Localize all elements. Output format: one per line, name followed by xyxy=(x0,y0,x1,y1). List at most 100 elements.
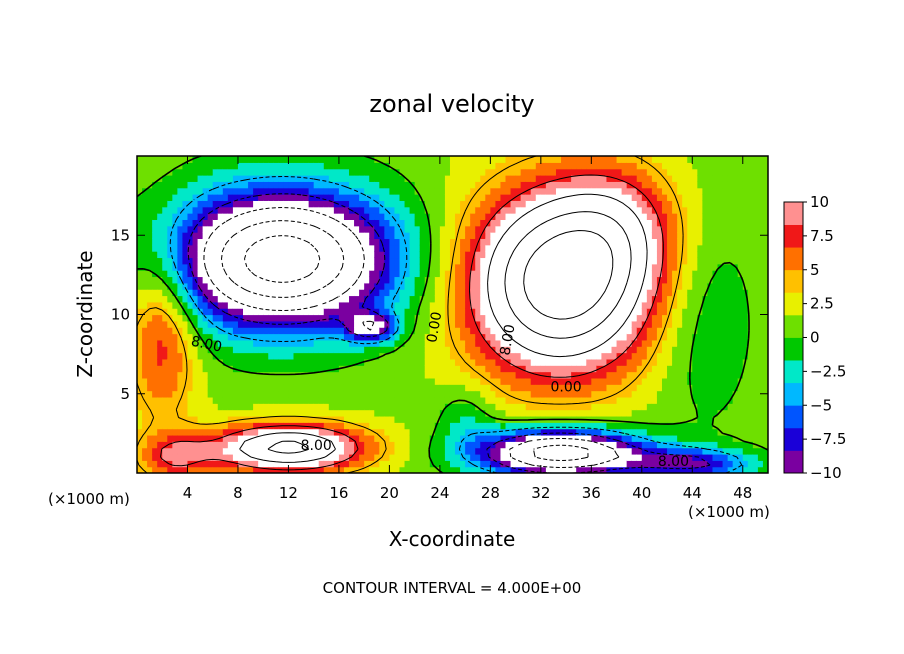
field-cell xyxy=(333,232,340,240)
field-cell xyxy=(555,181,562,189)
field-cell xyxy=(475,352,481,360)
field-cell xyxy=(601,384,608,392)
field-cell xyxy=(419,168,426,176)
field-cell xyxy=(545,371,552,379)
field-cell xyxy=(207,251,214,259)
field-cell xyxy=(293,460,300,468)
field-cell xyxy=(379,308,385,316)
field-cell xyxy=(232,346,239,354)
field-cell xyxy=(359,460,365,468)
field-cell xyxy=(177,244,184,252)
field-cell xyxy=(217,415,224,423)
field-cell xyxy=(409,346,416,354)
field-cell xyxy=(227,453,234,461)
field-cell xyxy=(520,346,527,354)
field-cell xyxy=(535,194,542,201)
field-cell xyxy=(137,308,143,316)
field-cell xyxy=(263,327,269,335)
field-cell xyxy=(490,384,497,392)
field-cell xyxy=(379,390,385,398)
field-cell xyxy=(601,194,608,201)
field-cell xyxy=(237,263,244,271)
field-cell xyxy=(520,384,527,392)
field-cell xyxy=(465,453,471,461)
field-cell xyxy=(465,187,471,195)
field-cell xyxy=(167,365,173,373)
field-cell xyxy=(212,447,219,455)
field-cell xyxy=(237,276,244,284)
field-cell xyxy=(490,295,497,303)
field-cell xyxy=(540,441,547,449)
field-cell xyxy=(505,200,512,208)
field-cell xyxy=(404,251,411,259)
field-cell xyxy=(399,396,406,404)
field-cell xyxy=(318,194,325,201)
field-cell xyxy=(399,434,406,442)
field-cell xyxy=(515,371,522,379)
field-cell xyxy=(273,320,279,328)
field-cell xyxy=(460,327,466,335)
field-cell xyxy=(349,244,355,252)
field-cell xyxy=(485,314,491,322)
field-cell xyxy=(535,289,542,297)
field-cell xyxy=(540,358,547,366)
field-cell xyxy=(631,428,638,436)
field-cell xyxy=(460,434,466,442)
field-cell xyxy=(500,403,507,411)
field-cell xyxy=(187,346,194,354)
field-cell xyxy=(333,194,340,201)
field-cell xyxy=(187,175,194,182)
field-cell xyxy=(404,289,411,297)
field-cell xyxy=(429,238,436,246)
field-cell xyxy=(147,282,153,290)
field-cell xyxy=(424,232,431,240)
field-cell xyxy=(303,377,310,385)
field-cell xyxy=(142,244,148,252)
field-cell xyxy=(152,301,158,309)
field-cell xyxy=(434,238,441,246)
field-cell xyxy=(298,206,305,214)
field-cell xyxy=(313,466,320,473)
field-cell xyxy=(515,263,522,271)
field-cell xyxy=(475,466,481,473)
field-cell xyxy=(591,396,597,404)
field-cell xyxy=(520,263,527,271)
field-cell xyxy=(465,244,471,252)
field-cell xyxy=(369,396,375,404)
field-cell xyxy=(232,295,239,303)
field-cell xyxy=(333,175,340,182)
field-cell xyxy=(586,422,592,430)
field-cell xyxy=(333,346,340,354)
field-cell xyxy=(566,270,572,278)
field-cell xyxy=(465,181,471,189)
field-cell xyxy=(182,168,189,176)
field-cell xyxy=(535,384,542,392)
field-cell xyxy=(581,270,587,278)
field-cell xyxy=(475,390,481,398)
field-cell xyxy=(525,225,532,233)
field-cell xyxy=(318,339,325,347)
field-cell xyxy=(157,365,163,373)
field-cell xyxy=(434,365,441,373)
field-cell xyxy=(384,466,390,473)
field-cell xyxy=(389,282,396,290)
field-cell xyxy=(379,213,385,220)
field-cell xyxy=(444,327,451,335)
field-cell xyxy=(510,289,517,297)
field-cell xyxy=(530,244,537,252)
field-cell xyxy=(429,225,436,233)
field-cell xyxy=(253,409,259,417)
field-cell xyxy=(177,282,184,290)
field-cell xyxy=(157,415,163,423)
field-cell xyxy=(263,371,269,379)
field-cell xyxy=(313,257,320,265)
field-cell xyxy=(288,225,295,233)
field-cell xyxy=(394,200,401,208)
field-cell xyxy=(197,289,204,297)
field-cell xyxy=(328,175,335,182)
field-cell xyxy=(485,415,491,423)
field-cell xyxy=(222,219,229,227)
field-cell xyxy=(621,409,628,417)
field-cell xyxy=(187,308,194,316)
field-cell xyxy=(631,346,638,354)
